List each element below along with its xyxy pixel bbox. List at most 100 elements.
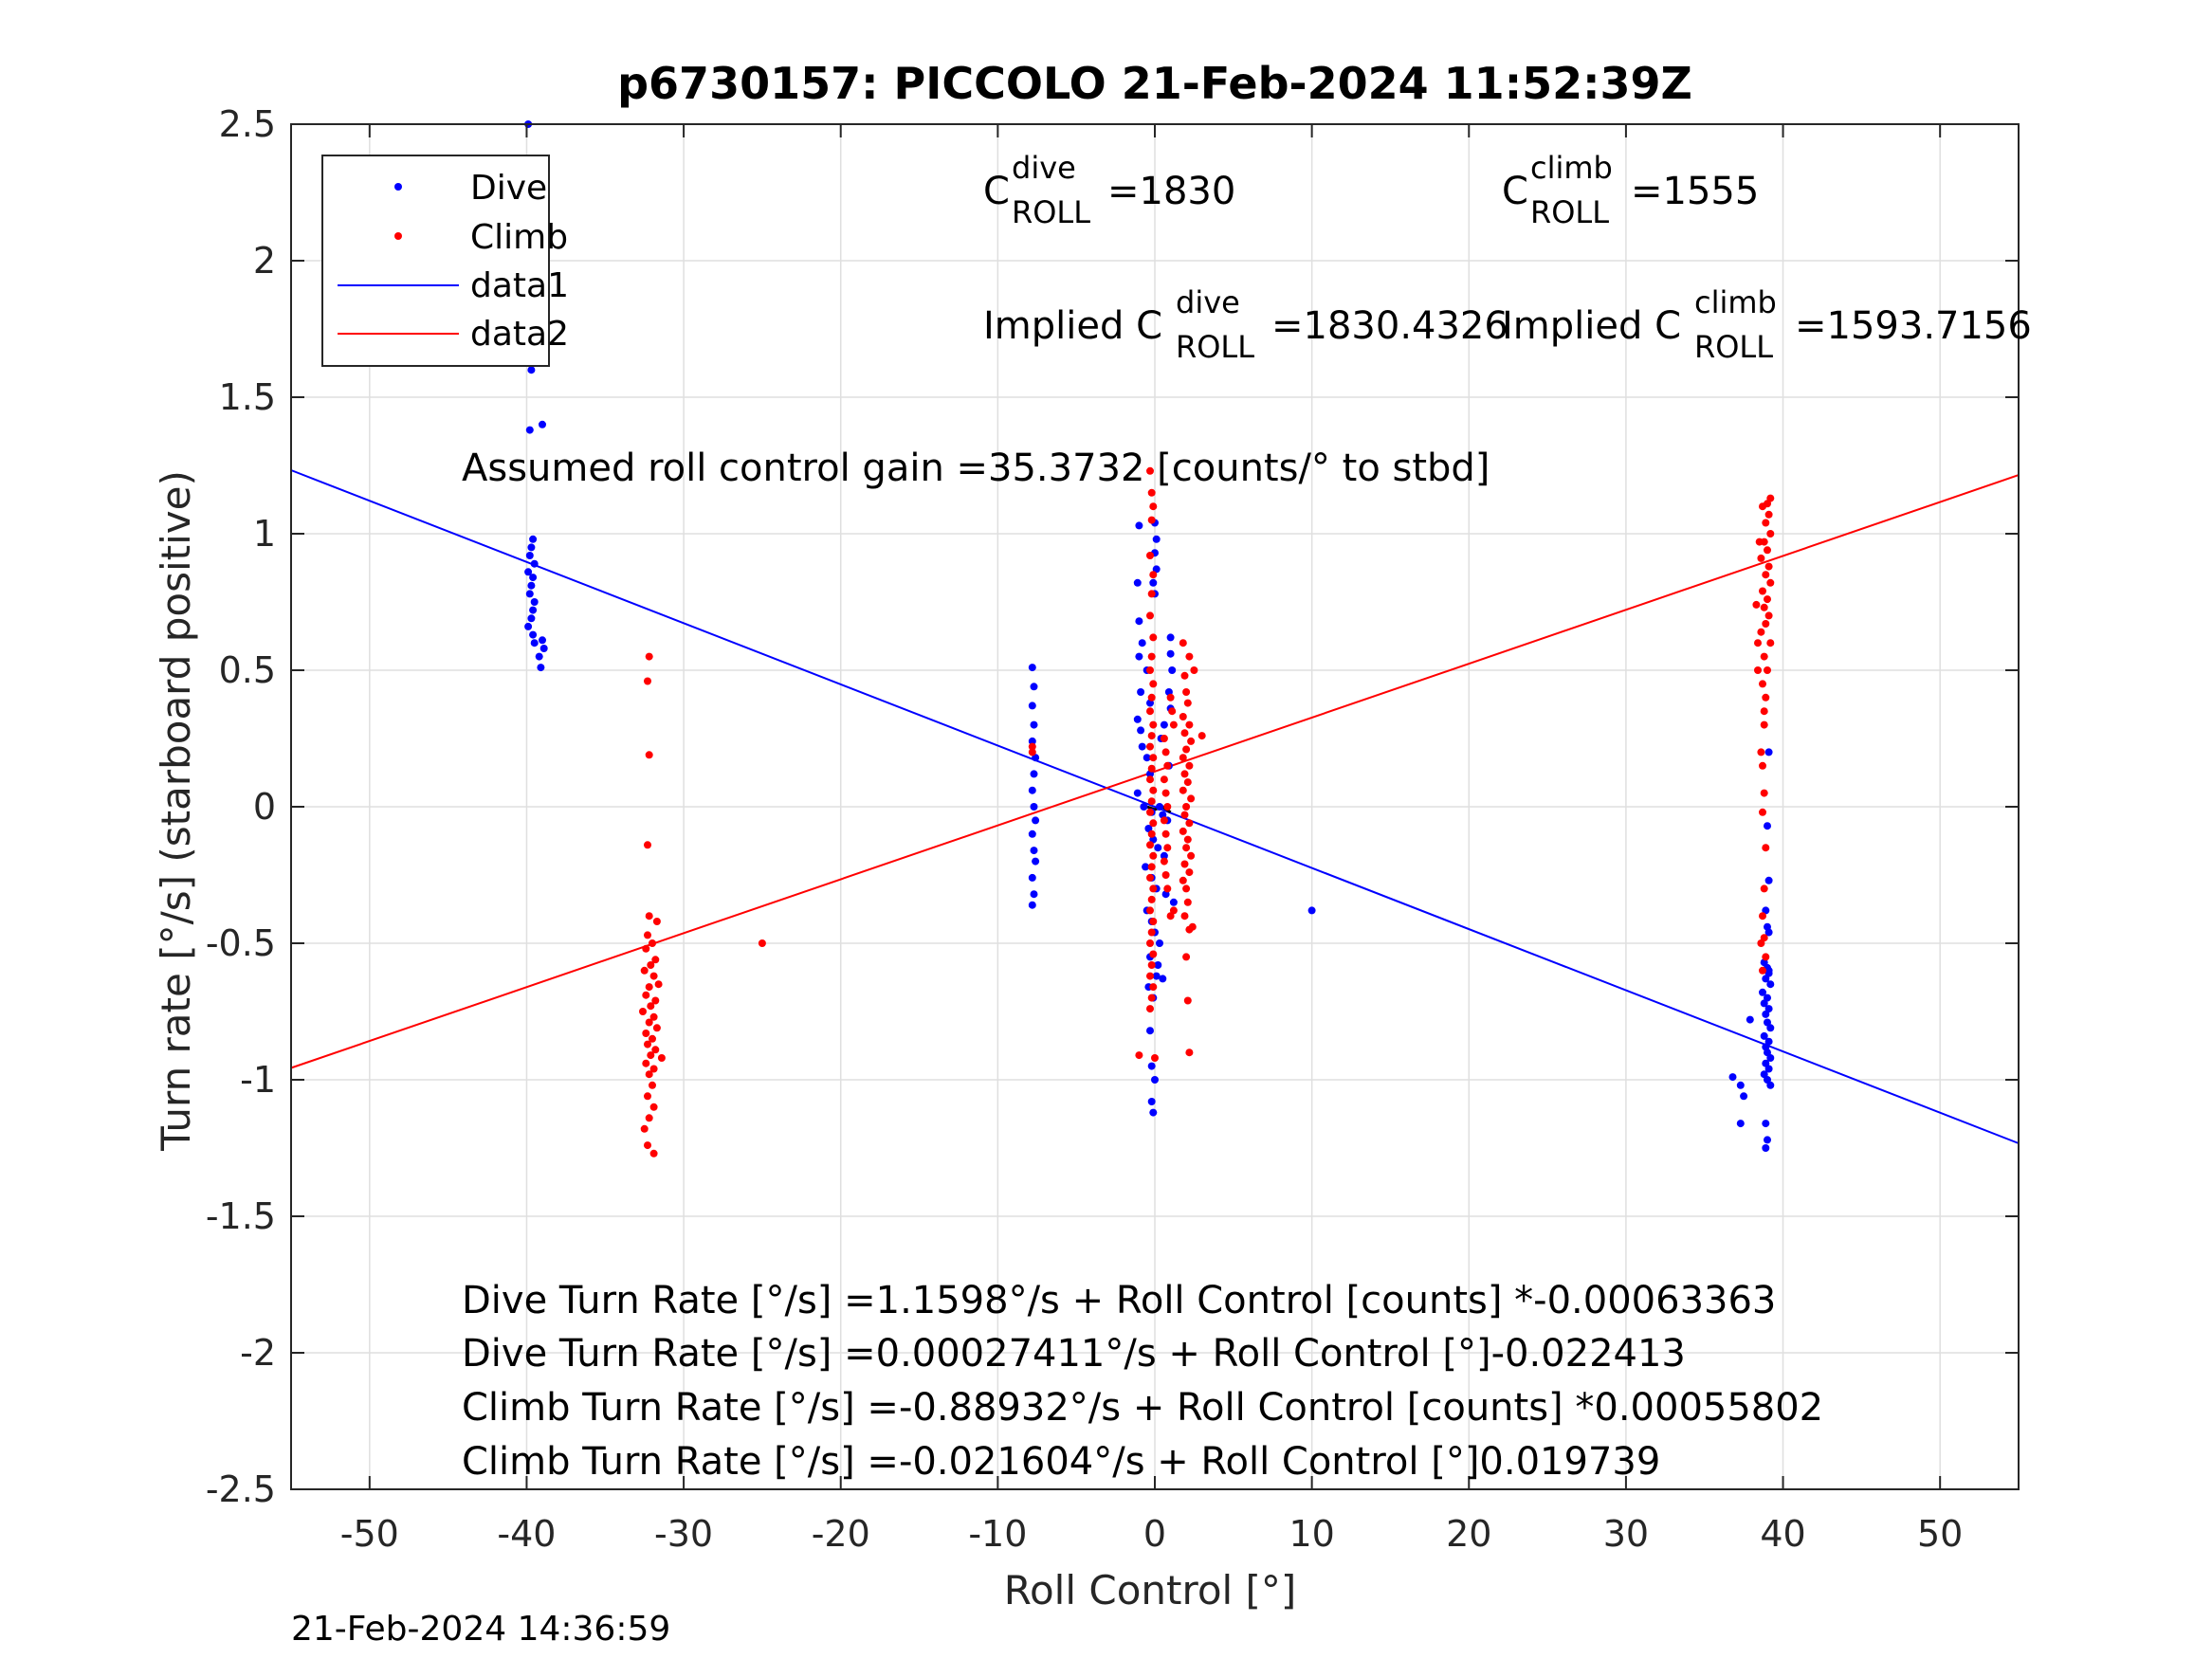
dive-point (1166, 649, 1175, 658)
climb-point (1759, 808, 1766, 816)
y-tick-label: -1.5 (206, 1195, 276, 1237)
climb-point (1160, 816, 1168, 825)
c-dive-annotation: C dive ROLL =1830 (983, 150, 1235, 230)
dive-point (1764, 876, 1773, 884)
dive-point (1160, 851, 1168, 860)
climb-point (1146, 707, 1154, 716)
legend-climb-marker (394, 232, 402, 240)
dive-point (1137, 726, 1145, 735)
climb-point (1180, 912, 1189, 921)
dive-point (1137, 688, 1145, 696)
climb-point (644, 1040, 651, 1048)
climb-point (1755, 538, 1764, 546)
climb-point (1147, 488, 1156, 497)
dive-point (1766, 1024, 1775, 1032)
climb-point (1166, 912, 1175, 921)
climb-point (649, 1034, 656, 1043)
y-tick-label: 1 (253, 513, 276, 555)
dive-point (527, 543, 536, 552)
dive-point (1764, 1018, 1771, 1027)
dive-point (1028, 901, 1036, 909)
climb-point (1147, 895, 1156, 903)
climb-point (645, 652, 653, 661)
chart-title: p6730157: PICCOLO 21-Feb-2024 11:52:39Z (617, 58, 1692, 109)
climb-point (1179, 713, 1187, 720)
climb-point (1760, 884, 1768, 893)
dive-point (525, 590, 534, 598)
climb-point (1179, 876, 1187, 884)
dive-point (1760, 1070, 1768, 1079)
implied-dive-annotation: Implied C dive ROLL =1830.4326 (983, 284, 1508, 365)
dive-point (1144, 825, 1153, 832)
climb-point (1190, 666, 1198, 674)
climb-point (1764, 510, 1773, 519)
dive-point (524, 568, 533, 576)
dive-point (1159, 975, 1167, 983)
implied-dive-prefix: Implied C (983, 304, 1162, 348)
climb-point (640, 1124, 649, 1133)
climb-point (1185, 720, 1194, 729)
climb-point (649, 1065, 658, 1073)
climb-point (644, 677, 651, 685)
climb-point (1182, 745, 1191, 754)
climb-point (1149, 983, 1158, 992)
climb-point (1147, 928, 1156, 937)
dive-point (1030, 890, 1038, 899)
implied-climb-value: =1593.7156 (1795, 304, 2032, 348)
dive-point (1133, 578, 1142, 587)
dive-point (1760, 999, 1768, 1008)
c-dive-sup: dive (1012, 150, 1076, 186)
climb-point (1147, 764, 1156, 773)
dive-point (530, 639, 539, 647)
dive-point (1762, 1144, 1770, 1152)
climb-point (1180, 671, 1189, 680)
climb-point (1135, 1051, 1143, 1060)
dive-point (1028, 737, 1036, 745)
dive-point (1740, 1092, 1748, 1101)
climb-point (1163, 884, 1172, 893)
climb-point (649, 1012, 658, 1021)
climb-point (1187, 737, 1196, 745)
c-dive-value: =1830 (1107, 170, 1235, 213)
dive-point (1142, 863, 1150, 871)
c-dive-sub: ROLL (1012, 194, 1090, 230)
climb-point (1757, 554, 1765, 562)
climb-point (645, 1018, 653, 1027)
climb-point (1760, 652, 1768, 661)
climb-point (1146, 611, 1154, 620)
fit-line-data2 (290, 474, 2020, 1069)
climb-point (1766, 639, 1775, 647)
implied-climb-sup: climb (1694, 284, 1777, 320)
implied-dive-value: =1830.4326 (1271, 304, 1508, 348)
climb-point (639, 1008, 647, 1015)
climb-point (1762, 693, 1770, 702)
gain-annotation: Assumed roll control gain =35.3732 [coun… (462, 447, 1490, 490)
dive-point (1143, 754, 1151, 762)
dive-point (1746, 1015, 1754, 1024)
climb-point (642, 991, 650, 999)
climb-point (1146, 552, 1154, 559)
climb-point (1168, 707, 1177, 716)
c-climb-sup: climb (1530, 150, 1613, 186)
climb-point (1149, 884, 1158, 893)
climb-point (1163, 803, 1172, 811)
climb-point (649, 1081, 656, 1089)
climb-point (1762, 953, 1770, 961)
climb-point (1760, 934, 1768, 942)
climb-point (1028, 748, 1036, 757)
climb-point (652, 1024, 661, 1032)
climb-point (1764, 611, 1773, 620)
dive-point (1169, 898, 1178, 906)
y-tick-label: -0.5 (206, 922, 276, 964)
climb-point (758, 939, 766, 947)
dive-point (1152, 535, 1161, 543)
climb-point (1149, 786, 1158, 794)
climb-point (1161, 748, 1170, 757)
climb-point (1762, 519, 1770, 527)
dive-point (1764, 966, 1773, 975)
dive-point (1149, 578, 1158, 587)
climb-point (1146, 972, 1154, 980)
climb-point (1760, 789, 1768, 797)
dive-point (539, 645, 548, 652)
climb-point (1146, 841, 1154, 849)
